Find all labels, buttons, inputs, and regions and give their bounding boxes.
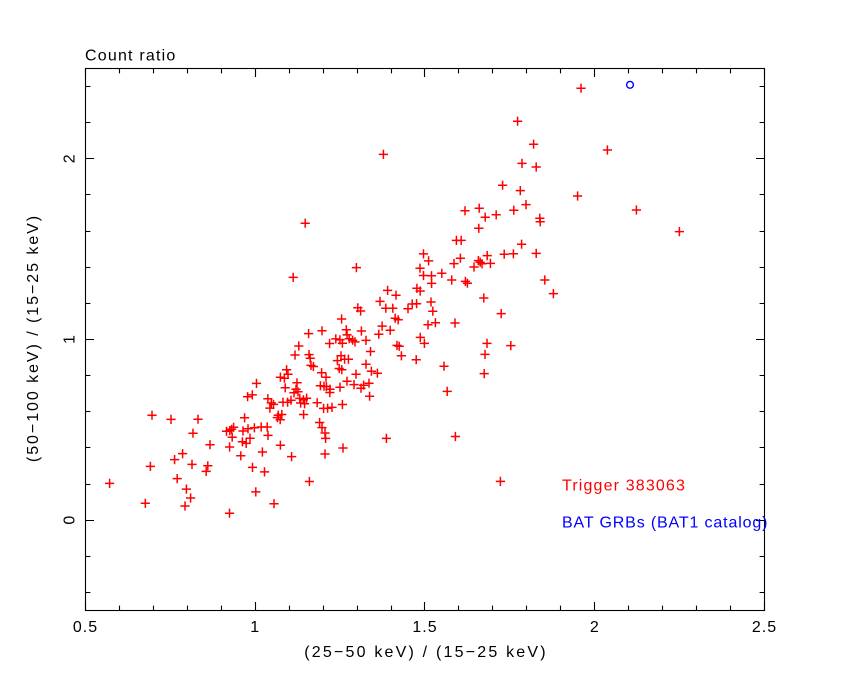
svg-text:0.5: 0.5 — [73, 619, 98, 636]
svg-text:2.5: 2.5 — [752, 619, 777, 636]
svg-text:1: 1 — [62, 335, 79, 344]
svg-text:(50−100 keV) / (15−25 keV): (50−100 keV) / (15−25 keV) — [25, 214, 42, 462]
svg-text:0: 0 — [62, 516, 79, 525]
svg-text:Count ratio: Count ratio — [85, 48, 176, 65]
svg-text:2: 2 — [62, 154, 79, 163]
svg-text:BAT GRBs (BAT1 catalog): BAT GRBs (BAT1 catalog) — [562, 514, 768, 531]
svg-text:1: 1 — [250, 619, 260, 636]
svg-text:Trigger 383063: Trigger 383063 — [562, 478, 686, 495]
svg-text:1.5: 1.5 — [412, 619, 437, 636]
svg-text:2: 2 — [590, 619, 600, 636]
svg-text:(25−50 keV) / (15−25 keV): (25−50 keV) / (15−25 keV) — [304, 644, 548, 661]
